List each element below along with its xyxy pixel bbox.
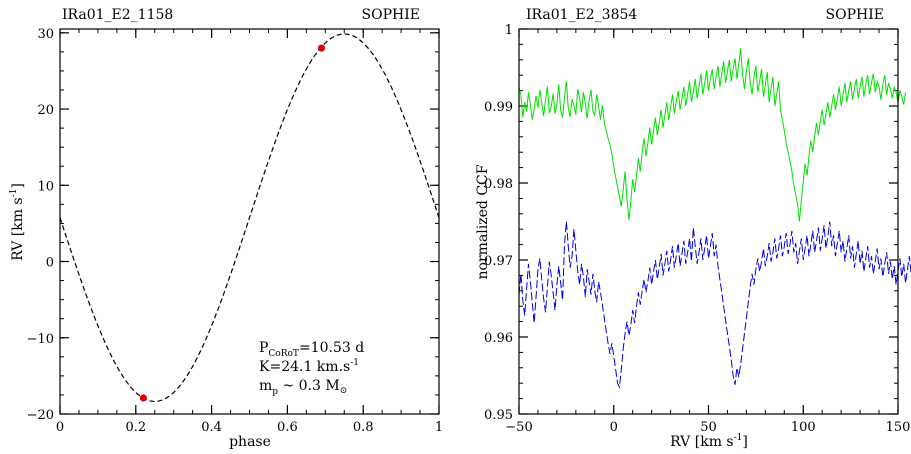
left-tick-labels: 0 0.2 0.4 0.6 0.8 1 −20 −10 0 10 20 30: [27, 27, 444, 435]
left-x-tick-label: 0.2: [125, 420, 146, 435]
left-x-tick-label: 0.4: [201, 420, 222, 435]
left-y-tick-label: 0: [46, 256, 54, 271]
left-x-tick-label: 1: [435, 420, 443, 435]
ccf-series-green: [518, 48, 907, 222]
rv-data-point: [317, 44, 326, 52]
left-model-curve: [59, 33, 440, 403]
right-x-tick-label: 150: [886, 420, 911, 435]
right-plot-frame: [518, 28, 899, 415]
left-ticks: [59, 29, 440, 415]
rv-data-point: [139, 394, 147, 402]
right-x-axis-label: RV [km s-1]: [670, 433, 748, 450]
left-x-axis-label: phase: [229, 434, 271, 450]
right-x-tick-label: 100: [791, 420, 816, 435]
right-y-tick-label: 0.96: [484, 331, 513, 346]
right-y-tick-label: 0.95: [484, 408, 513, 423]
right-ticks: [518, 28, 899, 415]
right-y-tick-label: 0.97: [484, 254, 513, 269]
left-instrument: SOPHIE: [362, 7, 420, 23]
right-title: IRa01_E2_3854: [526, 7, 637, 23]
left-y-tick-label: −20: [27, 408, 54, 423]
right-panel: IRa01_E2_3854 SOPHIE −50 0 50 100 150 0.95 0.9…: [475, 7, 911, 450]
left-y-tick-label: 10: [37, 179, 54, 194]
left-plot-frame: [59, 28, 440, 415]
planet-mass-label: mp ~ 0.3 M⊙: [259, 378, 347, 397]
left-y-tick-label: −10: [27, 332, 54, 347]
right-y-tick-label: 0.98: [484, 177, 513, 192]
right-y-tick-label: 1: [505, 23, 513, 38]
right-y-tick-label: 0.99: [484, 100, 513, 115]
left-x-tick-label: 0: [56, 420, 64, 435]
left-x-tick-label: 0.8: [353, 420, 374, 435]
left-y-tick-label: 30: [37, 27, 54, 42]
right-x-tick-label: 50: [700, 420, 717, 435]
left-x-tick-label: 0.6: [277, 420, 298, 435]
right-series: [518, 48, 911, 389]
right-y-axis-label: normalized CCF: [475, 164, 491, 279]
ccf-series-blue: [518, 221, 911, 389]
right-x-tick-label: 0: [610, 420, 618, 435]
left-y-tick-label: 20: [37, 103, 54, 118]
left-panel: IRa01_E2_1158 SOPHIE 0 0.2 0.4 0.6 0.8 1 −20 −1…: [9, 7, 443, 450]
left-title: IRa01_E2_1158: [62, 7, 173, 23]
right-tick-labels: −50 0 50 100 150 0.95 0.96 0.97 0.98 0.99 1: [484, 23, 910, 435]
left-data-points: [139, 44, 326, 402]
left-y-axis-label: RV [km s-1]: [9, 183, 26, 261]
semi-amplitude-label: K=24.1 km.s-1: [259, 358, 359, 375]
left-annotation: PCoRoT=10.53 d K=24.1 km.s-1 mp ~ 0.3 M⊙: [259, 340, 364, 397]
period-label: PCoRoT=10.53 d: [259, 340, 364, 359]
right-instrument: SOPHIE: [826, 7, 884, 23]
right-x-tick-label: −50: [505, 420, 532, 435]
